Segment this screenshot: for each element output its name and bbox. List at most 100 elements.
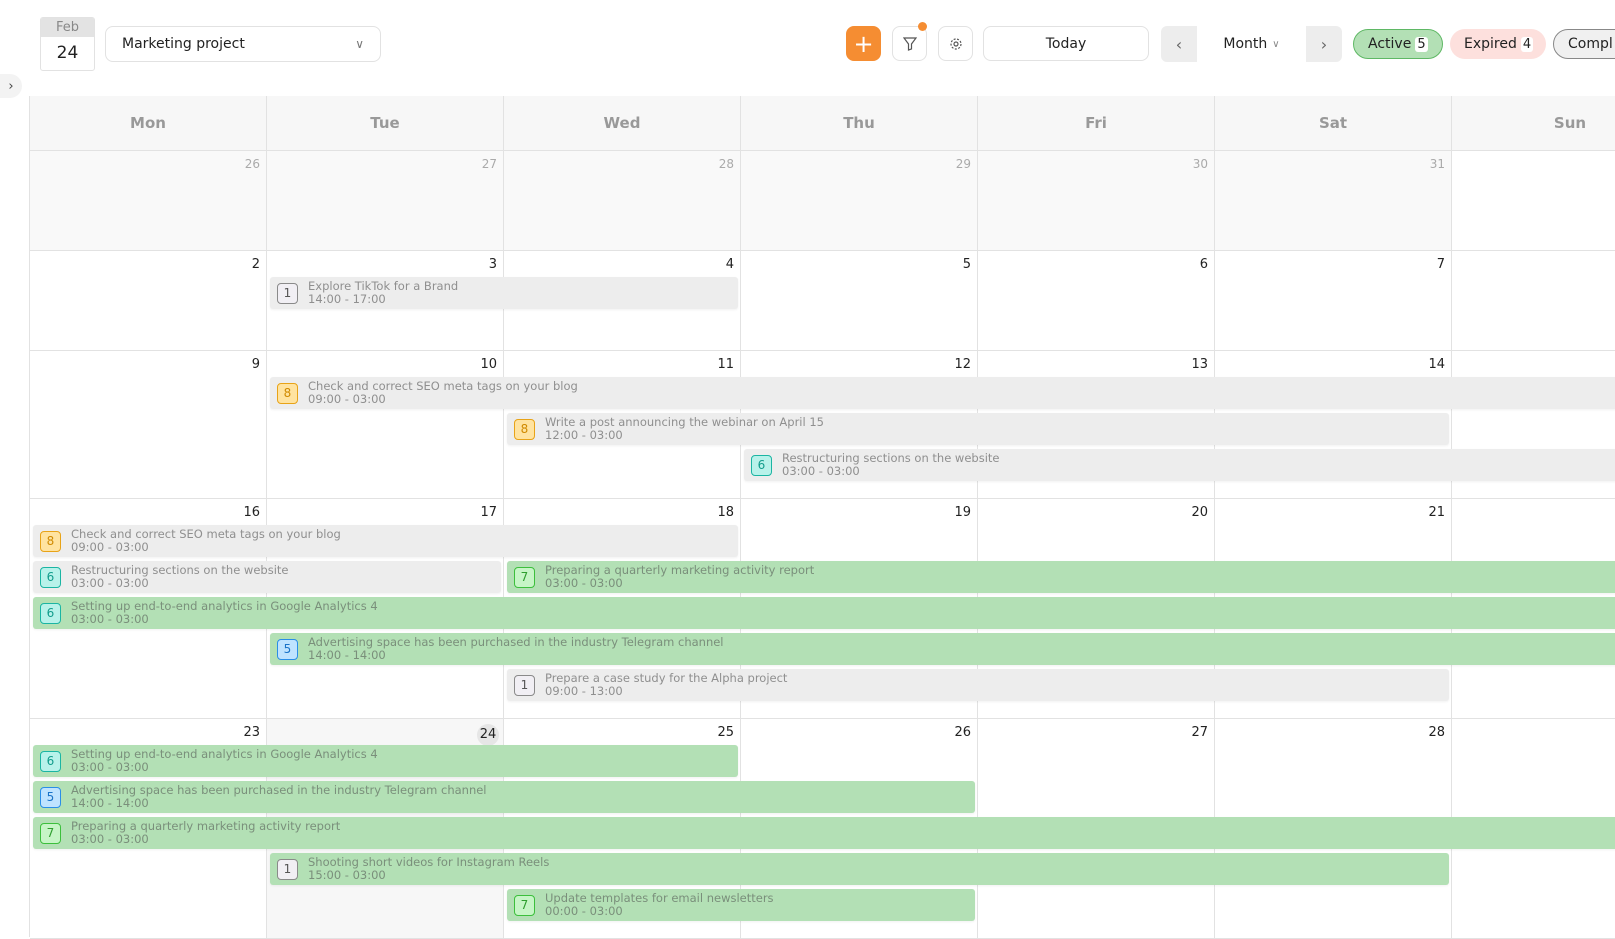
calendar-event[interactable]: 5 Advertising space has been purchased in…	[33, 781, 975, 813]
day-cell[interactable]: 28	[504, 151, 741, 251]
calendar-event[interactable]: 6 Setting up end-to-end analytics in Goog…	[33, 745, 738, 777]
day-number: 3	[488, 257, 497, 272]
day-number: 27	[481, 157, 497, 171]
day-cell[interactable]: 9	[30, 351, 267, 499]
day-number: 30	[1192, 157, 1208, 171]
event-time: 09:00 - 03:00	[71, 540, 149, 554]
event-title: Restructuring sections on the website	[782, 451, 1000, 465]
next-period-button[interactable]: ›	[1306, 26, 1342, 62]
filter-completed[interactable]: Compl	[1553, 29, 1615, 59]
day-number: 19	[954, 505, 971, 520]
settings-button[interactable]	[938, 26, 973, 61]
project-select[interactable]: Marketing project ∨	[105, 26, 381, 62]
event-title: Check and correct SEO meta tags on your …	[71, 527, 341, 541]
day-number: 18	[717, 505, 734, 520]
event-title: Advertising space has been purchased in …	[71, 783, 487, 797]
event-title: Preparing a quarterly marketing activity…	[545, 563, 815, 577]
day-cell[interactable]: 4	[504, 251, 741, 351]
day-cell[interactable]: 6	[978, 251, 1215, 351]
project-select-value: Marketing project	[122, 36, 245, 52]
event-title: Setting up end-to-end analytics in Googl…	[71, 747, 378, 761]
calendar-event[interactable]: 7 Preparing a quarterly marketing activit…	[33, 817, 1615, 849]
day-cell[interactable]: 26	[30, 151, 267, 251]
priority-badge: 8	[514, 418, 535, 440]
day-cell[interactable]	[1452, 351, 1615, 499]
event-time: 03:00 - 03:00	[782, 464, 860, 478]
calendar-event[interactable]: 8 Write a post announcing the webinar on …	[507, 413, 1449, 445]
calendar-event[interactable]: 1 Shooting short videos for Instagram Ree…	[270, 853, 1449, 885]
day-cell[interactable]: 30	[978, 151, 1215, 251]
event-title: Write a post announcing the webinar on A…	[545, 415, 824, 429]
calendar-event[interactable]: 8 Check and correct SEO meta tags on your…	[33, 525, 738, 557]
chevron-left-icon: ‹	[1175, 34, 1183, 54]
plus-icon: +	[853, 29, 874, 58]
period-navigation: ‹ Month ∨ ›	[1161, 26, 1342, 62]
calendar-event[interactable]: 7 Preparing a quarterly marketing activit…	[507, 561, 1615, 593]
calendar-event[interactable]: 1 Prepare a case study for the Alpha proj…	[507, 669, 1449, 701]
weekday-header-sun: Sun	[1452, 96, 1615, 151]
day-cell[interactable]	[1452, 251, 1615, 351]
event-time: 03:00 - 03:00	[71, 832, 149, 846]
day-number: 23	[243, 725, 260, 740]
month-calendar: Mon Tue Wed Thu Fri Sat Sun 26 27 28 29 30 31 2 3 4 5 6 7 1…	[29, 96, 1615, 939]
day-cell[interactable]: 7	[1215, 251, 1452, 351]
day-number: 10	[480, 357, 497, 372]
day-cell[interactable]: 5	[741, 251, 978, 351]
day-cell[interactable]	[1452, 499, 1615, 719]
event-time: 03:00 - 03:00	[71, 760, 149, 774]
current-date-widget[interactable]: Feb 24	[40, 17, 95, 71]
weekday-header-tue: Tue	[267, 96, 504, 151]
calendar-event[interactable]: 6 Restructuring sections on the website 03…	[33, 561, 501, 593]
day-number: 13	[1191, 357, 1208, 372]
day-number: 27	[1191, 725, 1208, 740]
day-cell[interactable]: 31	[1215, 151, 1452, 251]
day-number: 17	[480, 505, 497, 520]
priority-badge: 6	[40, 750, 61, 772]
priority-badge: 7	[514, 566, 535, 588]
weekday-header-fri: Fri	[978, 96, 1215, 151]
priority-badge: 6	[751, 454, 772, 476]
filter-button[interactable]	[892, 26, 927, 61]
filter-expired[interactable]: Expired 4	[1450, 29, 1546, 59]
priority-badge: 6	[40, 602, 61, 624]
day-cell[interactable]: 14	[1215, 351, 1452, 499]
day-cell[interactable]: 10	[267, 351, 504, 499]
day-number: 26	[954, 725, 971, 740]
chevron-right-icon: ›	[1320, 34, 1328, 54]
day-number: 26	[244, 157, 260, 171]
event-title: Restructuring sections on the website	[71, 563, 289, 577]
event-title: Prepare a case study for the Alpha proje…	[545, 671, 788, 685]
calendar-event[interactable]: 7 Update templates for email newsletters 0…	[507, 889, 975, 921]
chevron-right-icon: ›	[8, 78, 14, 94]
event-time: 03:00 - 03:00	[71, 576, 149, 590]
day-cell[interactable]: 29	[741, 151, 978, 251]
filter-active[interactable]: Active 5	[1353, 29, 1443, 59]
priority-badge: 7	[40, 822, 61, 844]
calendar-event[interactable]: 5 Advertising space has been purchased in…	[270, 633, 1615, 665]
calendar-event[interactable]: 8 Check and correct SEO meta tags on your…	[270, 377, 1615, 409]
day-cell[interactable]	[1452, 151, 1615, 251]
day-number: 9	[251, 357, 260, 372]
today-label: Today	[1045, 35, 1087, 52]
view-select[interactable]: Month ∨	[1197, 26, 1306, 62]
filter-label: Compl	[1568, 36, 1613, 52]
date-day: 24	[56, 43, 79, 63]
day-cell[interactable]: 27	[267, 151, 504, 251]
day-number: 6	[1199, 257, 1208, 272]
calendar-event[interactable]: 1 Explore TikTok for a Brand 14:00 - 17:00	[270, 277, 738, 309]
today-button[interactable]: Today	[983, 26, 1149, 61]
calendar-event[interactable]: 6 Restructuring sections on the website 03…	[744, 449, 1615, 481]
expand-sidebar-button[interactable]: ›	[0, 74, 22, 98]
filter-active-dot	[918, 22, 927, 31]
prev-period-button[interactable]: ‹	[1161, 26, 1197, 62]
add-task-button[interactable]: +	[846, 26, 881, 61]
event-title: Advertising space has been purchased in …	[308, 635, 724, 649]
day-number: 11	[717, 357, 734, 372]
event-time: 09:00 - 13:00	[545, 684, 623, 698]
filter-count: 5	[1415, 36, 1428, 52]
calendar-event[interactable]: 6 Setting up end-to-end analytics in Goog…	[33, 597, 1615, 629]
day-number: 7	[1436, 257, 1445, 272]
priority-badge: 1	[277, 858, 298, 880]
day-cell[interactable]: 2	[30, 251, 267, 351]
priority-badge: 5	[277, 638, 298, 660]
